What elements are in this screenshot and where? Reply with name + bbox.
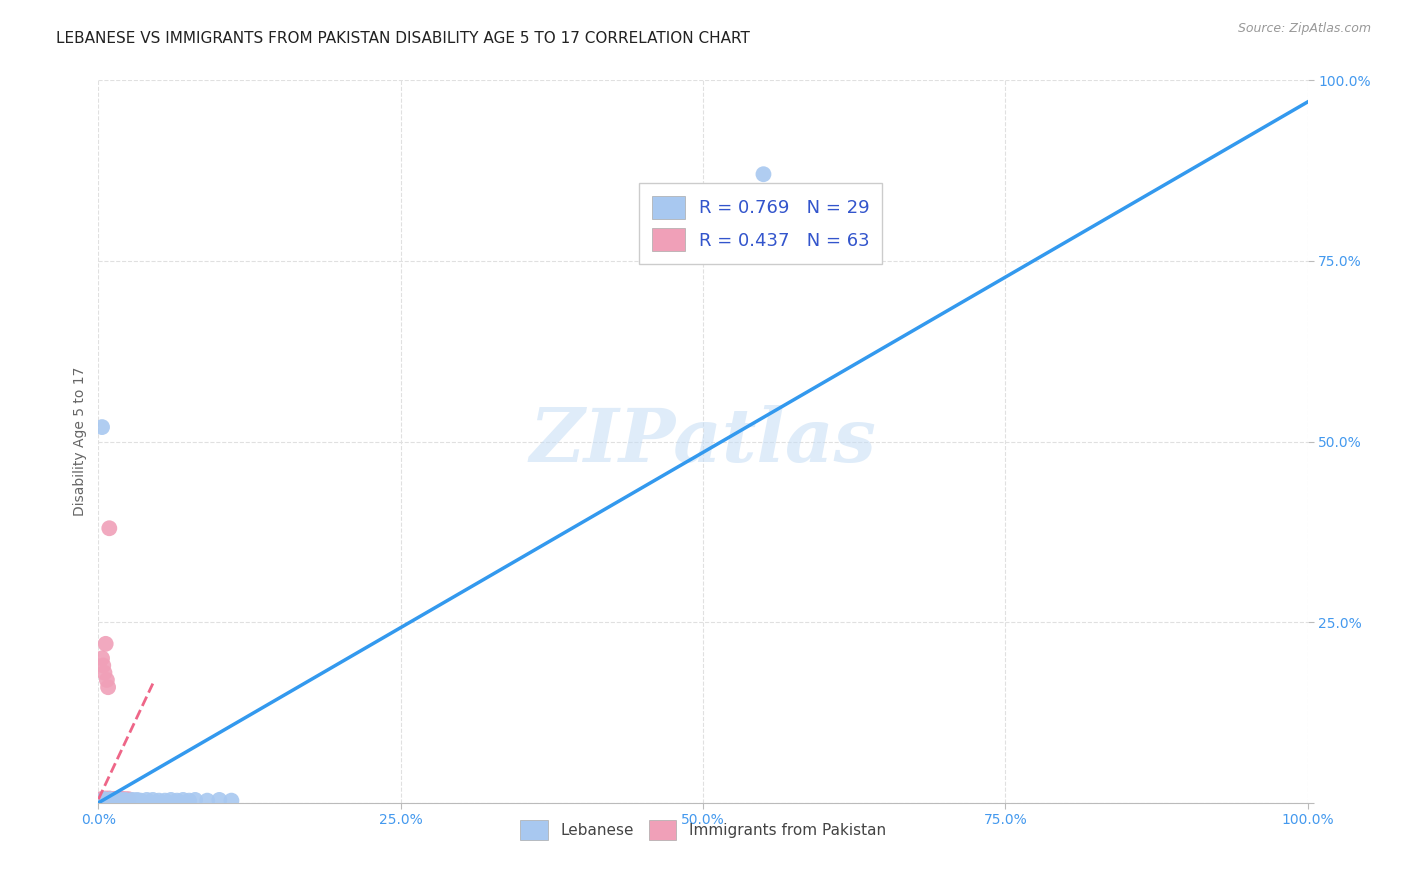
Point bbox=[94, 637, 117, 651]
Point bbox=[100, 792, 122, 806]
Point bbox=[121, 793, 143, 807]
Point bbox=[98, 791, 121, 805]
Point bbox=[124, 794, 146, 808]
Point bbox=[97, 793, 120, 807]
Point bbox=[91, 794, 114, 808]
Point bbox=[112, 792, 135, 806]
Point bbox=[104, 792, 127, 806]
Point bbox=[153, 794, 176, 808]
Point bbox=[195, 794, 218, 808]
Point bbox=[90, 794, 112, 808]
Point bbox=[89, 793, 111, 807]
Point bbox=[111, 793, 134, 807]
Point bbox=[91, 792, 114, 806]
Point bbox=[103, 793, 125, 807]
Legend: Lebanese, Immigrants from Pakistan: Lebanese, Immigrants from Pakistan bbox=[515, 814, 891, 846]
Point bbox=[118, 794, 141, 808]
Point bbox=[97, 680, 120, 694]
Point bbox=[94, 791, 117, 805]
Point bbox=[90, 792, 112, 806]
Point bbox=[90, 794, 112, 808]
Point bbox=[184, 793, 207, 807]
Point bbox=[101, 793, 124, 807]
Text: ZIPatlas: ZIPatlas bbox=[530, 405, 876, 478]
Text: LEBANESE VS IMMIGRANTS FROM PAKISTAN DISABILITY AGE 5 TO 17 CORRELATION CHART: LEBANESE VS IMMIGRANTS FROM PAKISTAN DIS… bbox=[56, 31, 751, 46]
Point bbox=[104, 793, 127, 807]
Point bbox=[96, 673, 118, 687]
Point bbox=[94, 793, 117, 807]
Point bbox=[135, 793, 157, 807]
Point bbox=[111, 792, 134, 806]
Point bbox=[91, 658, 114, 673]
Point bbox=[91, 420, 114, 434]
Point bbox=[142, 793, 165, 807]
Point bbox=[93, 794, 115, 808]
Point bbox=[110, 793, 132, 807]
Point bbox=[111, 794, 134, 808]
Point bbox=[160, 793, 183, 807]
Point bbox=[148, 794, 170, 808]
Point bbox=[221, 794, 243, 808]
Point bbox=[93, 665, 115, 680]
Point bbox=[93, 792, 115, 806]
Point bbox=[108, 793, 131, 807]
Point bbox=[91, 793, 114, 807]
Point bbox=[100, 793, 122, 807]
Point bbox=[98, 792, 121, 806]
Point bbox=[100, 792, 122, 806]
Point bbox=[118, 792, 141, 806]
Point bbox=[172, 793, 194, 807]
Point bbox=[101, 793, 124, 807]
Point bbox=[105, 794, 128, 808]
Point bbox=[94, 794, 117, 808]
Point bbox=[91, 793, 114, 807]
Point bbox=[97, 794, 120, 808]
Text: Source: ZipAtlas.com: Source: ZipAtlas.com bbox=[1237, 22, 1371, 36]
Point bbox=[114, 793, 136, 807]
Point bbox=[108, 792, 131, 806]
Point bbox=[96, 792, 118, 806]
Point bbox=[91, 794, 114, 808]
Point bbox=[100, 793, 122, 807]
Point bbox=[91, 651, 114, 665]
Point bbox=[110, 792, 132, 806]
Point bbox=[91, 794, 114, 808]
Point bbox=[208, 793, 231, 807]
Point bbox=[96, 793, 118, 807]
Point bbox=[108, 793, 131, 807]
Point bbox=[752, 167, 775, 181]
Point bbox=[115, 792, 138, 806]
Point bbox=[112, 793, 135, 807]
Point bbox=[114, 793, 136, 807]
Point bbox=[108, 792, 131, 806]
Point bbox=[129, 794, 152, 808]
Point bbox=[96, 794, 118, 808]
Point bbox=[98, 793, 121, 807]
Point bbox=[97, 794, 120, 808]
Point bbox=[93, 792, 115, 806]
Point bbox=[89, 794, 111, 808]
Point bbox=[107, 793, 129, 807]
Point bbox=[101, 792, 124, 806]
Y-axis label: Disability Age 5 to 17: Disability Age 5 to 17 bbox=[73, 367, 87, 516]
Point bbox=[100, 792, 122, 806]
Point bbox=[98, 521, 121, 535]
Point bbox=[108, 793, 131, 807]
Point bbox=[117, 793, 139, 807]
Point bbox=[93, 793, 115, 807]
Point bbox=[91, 794, 114, 808]
Point bbox=[96, 793, 118, 807]
Point bbox=[103, 792, 125, 806]
Point bbox=[105, 793, 128, 807]
Point bbox=[89, 794, 111, 808]
Point bbox=[179, 794, 201, 808]
Point bbox=[105, 792, 128, 806]
Point bbox=[166, 794, 188, 808]
Point bbox=[127, 793, 149, 807]
Point bbox=[100, 794, 122, 808]
Point bbox=[97, 792, 120, 806]
Point bbox=[107, 792, 129, 806]
